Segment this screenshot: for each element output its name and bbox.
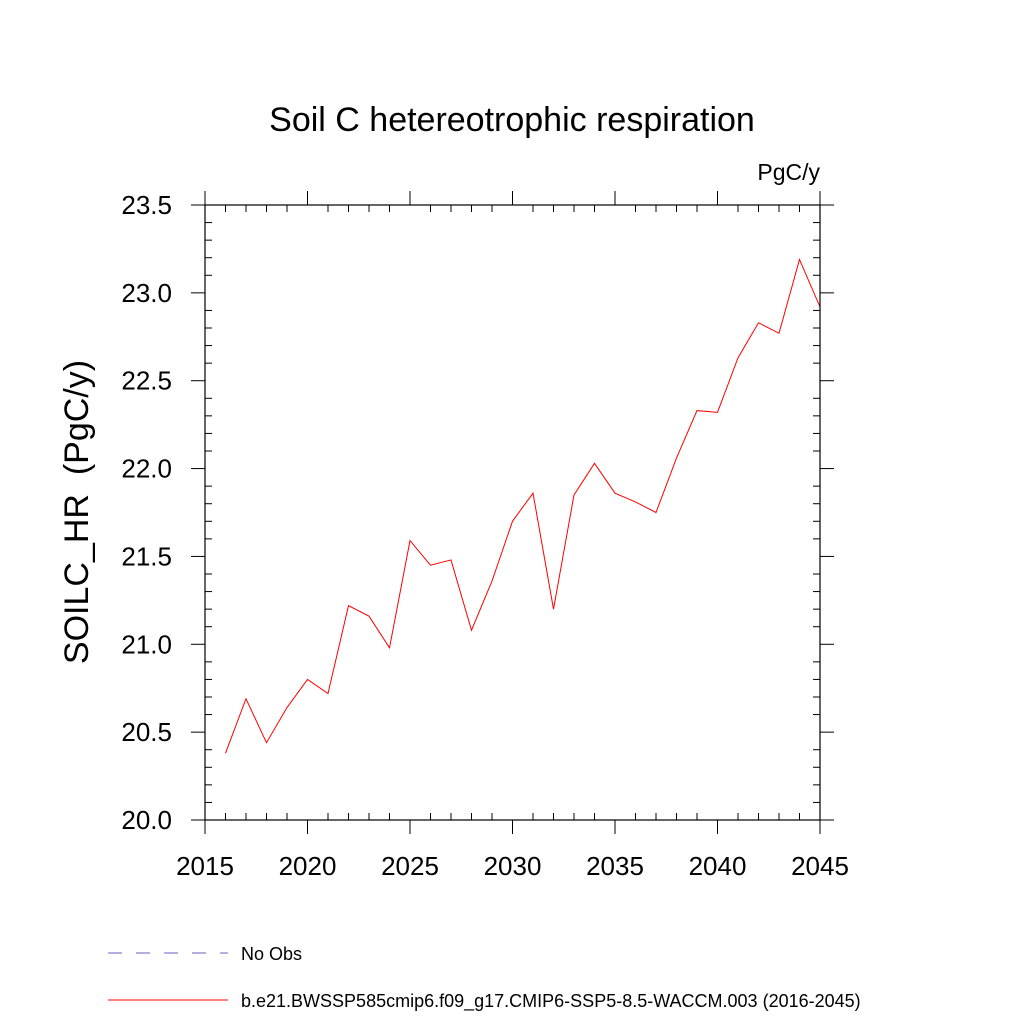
x-tick-label: 2035 <box>586 851 644 881</box>
x-tick-label: 2020 <box>279 851 337 881</box>
x-tick-label: 2025 <box>381 851 439 881</box>
y-tick-labels: 20.0 20.5 21.0 21.5 22.0 22.5 23.0 23.5 <box>121 190 172 835</box>
axis-ticks <box>191 191 834 834</box>
units-label: PgC/y <box>757 159 820 185</box>
plot-frame <box>204 204 821 821</box>
legend-label: No Obs <box>241 944 302 964</box>
x-tick-label: 2045 <box>791 851 849 881</box>
y-tick-label: 21.0 <box>121 629 172 659</box>
x-tick-labels: 2015 2020 2025 2030 2035 2040 2045 <box>176 851 849 881</box>
y-tick-label: 20.5 <box>121 717 172 747</box>
y-tick-label: 22.5 <box>121 366 172 396</box>
y-tick-label: 23.0 <box>121 278 172 308</box>
chart-title: Soil C hetereotrophic respiration <box>269 101 755 139</box>
y-tick-label: 22.0 <box>121 454 172 484</box>
series-layer <box>225 257 821 754</box>
y-tick-label: 20.0 <box>121 805 172 835</box>
y-tick-label: 21.5 <box>121 541 172 571</box>
y-tick-label: 23.5 <box>121 190 172 220</box>
x-tick-label: 2030 <box>484 851 542 881</box>
x-tick-label: 2015 <box>176 851 234 881</box>
x-tick-label: 2040 <box>689 851 747 881</box>
legend: No Obs b.e21.BWSSP585cmip6.f09_g17.CMIP6-… <box>108 944 861 1012</box>
y-axis-label: SOILC_HR (PgC/y) <box>58 360 96 664</box>
legend-label: b.e21.BWSSP585cmip6.f09_g17.CMIP6-SSP5-8… <box>241 991 861 1012</box>
series-line <box>225 257 821 754</box>
